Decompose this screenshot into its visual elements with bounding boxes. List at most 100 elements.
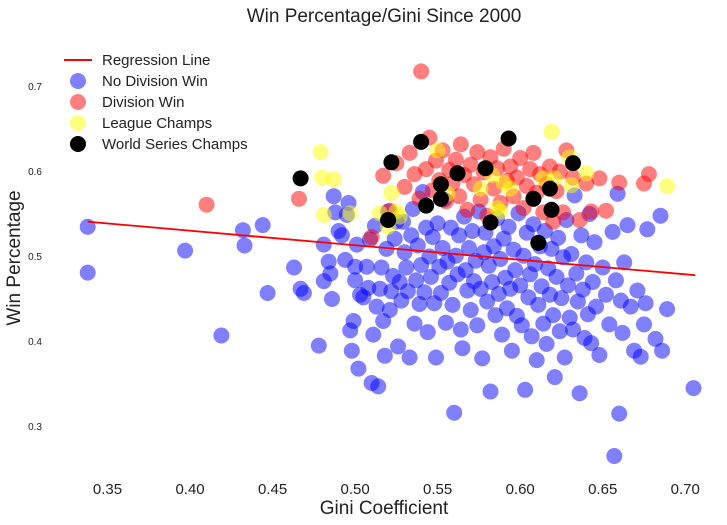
data-point — [636, 316, 652, 333]
data-point — [310, 337, 327, 354]
data-point — [324, 291, 340, 307]
data-point — [291, 190, 307, 207]
legend: Regression Line No Division Win Division W… — [64, 52, 248, 153]
data-point — [432, 190, 449, 207]
data-point — [419, 324, 436, 341]
data-point — [401, 349, 418, 366]
data-point — [469, 317, 486, 334]
x-tick-label: 0.55 — [423, 481, 452, 498]
data-point — [418, 197, 435, 214]
y-tick-label: 0.7 — [28, 82, 42, 93]
x-axis-ticks: 0.35 0.40 0.45 0.50 0.55 0.60 0.65 0.70 — [93, 481, 700, 498]
data-point — [383, 184, 400, 201]
data-point — [571, 212, 588, 228]
data-point — [461, 240, 477, 256]
data-point — [472, 180, 489, 197]
data-point — [528, 352, 545, 369]
data-point — [578, 165, 595, 182]
y-tick-label: 0.4 — [28, 337, 42, 348]
data-point — [462, 156, 479, 173]
data-point — [525, 216, 542, 233]
data-point — [685, 380, 702, 397]
data-point — [342, 205, 359, 222]
data-point — [598, 202, 614, 219]
data-point — [632, 348, 649, 365]
data-point — [432, 176, 449, 193]
legend-label-league-champs: League Champs — [102, 115, 212, 132]
legend-marker-division-win — [70, 94, 86, 110]
data-point — [548, 268, 565, 285]
data-point — [380, 212, 397, 228]
y-axis-ticks: 0.3 0.4 0.5 0.6 0.7 — [28, 82, 42, 433]
data-point — [502, 180, 519, 197]
data-point — [375, 167, 392, 184]
data-point — [571, 385, 588, 402]
data-point — [413, 133, 430, 150]
data-point — [614, 324, 631, 341]
data-point — [213, 327, 230, 344]
data-point — [79, 218, 96, 235]
data-point — [525, 144, 542, 161]
x-tick-label: 0.65 — [588, 481, 617, 498]
data-point — [604, 223, 621, 240]
data-point — [444, 296, 461, 313]
data-point — [376, 347, 393, 364]
data-point — [295, 285, 312, 301]
data-point — [607, 272, 624, 289]
data-point — [512, 277, 529, 294]
data-point — [500, 130, 517, 147]
data-point — [477, 160, 494, 177]
data-point — [480, 257, 497, 274]
data-point — [583, 203, 600, 220]
data-point — [447, 247, 464, 264]
data-point — [396, 244, 413, 261]
data-point — [350, 360, 367, 377]
legend-label-division-win: Division Win — [102, 94, 185, 111]
data-point — [315, 206, 332, 223]
data-point — [606, 448, 623, 464]
data-point — [464, 223, 481, 239]
x-tick-label: 0.40 — [175, 481, 204, 498]
data-point — [428, 349, 444, 366]
data-point — [312, 144, 329, 161]
data-point — [556, 349, 573, 366]
data-point — [373, 259, 390, 276]
data-point — [551, 323, 568, 340]
data-point — [345, 313, 362, 329]
data-point — [543, 123, 560, 140]
series-league-champs — [312, 123, 676, 235]
data-point — [652, 207, 669, 224]
data-point — [622, 298, 639, 315]
data-point — [325, 188, 342, 205]
data-point — [452, 321, 469, 338]
data-point — [583, 335, 600, 352]
data-point — [545, 307, 562, 324]
data-point — [517, 381, 534, 398]
data-point — [368, 298, 385, 315]
y-tick-label: 0.5 — [28, 252, 42, 263]
data-point — [383, 154, 400, 171]
chart-title: Win Percentage/Gini Since 2000 — [247, 6, 522, 27]
legend-label-no-division-win: No Division Win — [102, 73, 208, 90]
data-point — [494, 326, 510, 343]
data-point — [543, 201, 560, 218]
data-point — [347, 258, 364, 275]
data-point — [654, 342, 671, 359]
data-point — [79, 264, 96, 281]
data-point — [492, 203, 509, 220]
data-point — [446, 404, 463, 421]
data-point — [492, 251, 509, 267]
data-point — [459, 201, 476, 218]
data-point — [563, 177, 580, 194]
data-point — [408, 272, 425, 289]
data-point — [424, 229, 441, 245]
data-point — [469, 144, 486, 161]
data-point — [503, 342, 520, 359]
y-tick-label: 0.6 — [28, 167, 42, 178]
data-point — [639, 221, 656, 238]
data-point — [429, 142, 446, 159]
data-point — [462, 302, 479, 318]
data-point — [598, 286, 614, 303]
data-point — [530, 234, 547, 251]
data-point — [546, 369, 563, 386]
